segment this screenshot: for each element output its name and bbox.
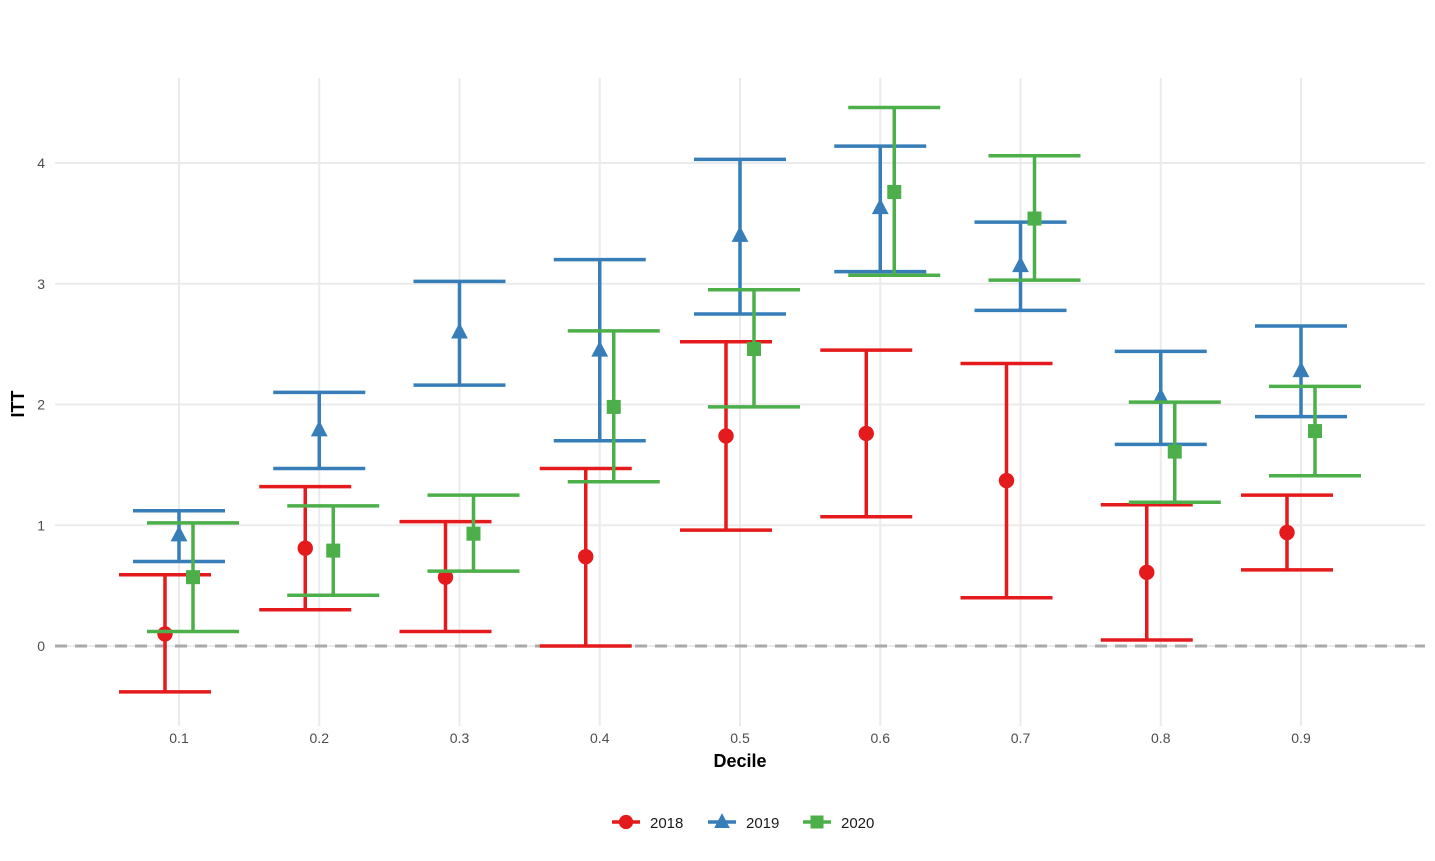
data-point bbox=[998, 472, 1015, 489]
y-tick-label: 0 bbox=[37, 638, 45, 654]
data-point bbox=[887, 184, 902, 199]
series-2019 bbox=[133, 144, 1347, 564]
data-point bbox=[451, 322, 468, 339]
x-tick-label: 0.3 bbox=[450, 730, 470, 746]
legend-label: 2019 bbox=[746, 815, 779, 832]
data-point bbox=[1308, 424, 1322, 439]
data-point bbox=[157, 626, 173, 642]
series-2020 bbox=[147, 105, 1361, 634]
x-tick-label: 0.2 bbox=[310, 730, 330, 746]
data-point bbox=[1292, 361, 1310, 378]
x-tick-label: 0.1 bbox=[169, 730, 189, 746]
legend-item-2019: 2019 bbox=[708, 813, 779, 832]
data-point bbox=[578, 548, 594, 565]
data-point bbox=[297, 540, 313, 556]
data-point bbox=[606, 399, 621, 414]
legend-item-2020: 2020 bbox=[803, 815, 874, 832]
legend-item-2018: 2018 bbox=[612, 814, 683, 832]
data-point bbox=[718, 428, 734, 444]
legend-label: 2020 bbox=[841, 815, 874, 832]
y-tick-label: 2 bbox=[37, 397, 45, 413]
series-group bbox=[119, 105, 1361, 694]
data-point bbox=[186, 570, 200, 585]
legend-marker bbox=[714, 813, 730, 829]
data-point bbox=[731, 225, 749, 242]
data-point bbox=[170, 525, 188, 542]
legend-marker bbox=[810, 815, 824, 829]
y-tick-label: 1 bbox=[37, 517, 45, 533]
y-axis-ticks: 0 1 2 3 4 bbox=[37, 155, 45, 654]
data-point bbox=[437, 569, 454, 585]
data-point bbox=[326, 543, 341, 558]
y-tick-label: 3 bbox=[37, 276, 45, 292]
data-point bbox=[1027, 211, 1042, 226]
x-axis-ticks: 0.1 0.2 0.3 0.4 0.5 0.6 0.7 0.8 0.9 bbox=[169, 730, 1311, 746]
x-axis-title: Decile bbox=[713, 751, 766, 771]
data-point bbox=[1012, 256, 1029, 273]
x-tick-label: 0.4 bbox=[590, 730, 610, 746]
data-point bbox=[591, 340, 609, 357]
x-tick-label: 0.7 bbox=[1011, 730, 1031, 746]
data-point bbox=[1139, 564, 1155, 581]
data-point bbox=[871, 198, 889, 215]
y-axis-title: ITT bbox=[8, 391, 28, 418]
data-point bbox=[1152, 387, 1170, 404]
data-point bbox=[466, 526, 481, 541]
x-tick-label: 0.9 bbox=[1291, 730, 1311, 746]
x-tick-label: 0.8 bbox=[1151, 730, 1171, 746]
data-point bbox=[858, 425, 874, 442]
legend-label: 2018 bbox=[650, 815, 683, 832]
x-tick-label: 0.5 bbox=[730, 730, 750, 746]
data-point bbox=[747, 341, 761, 356]
series-2018 bbox=[119, 339, 1333, 694]
x-tick-label: 0.6 bbox=[871, 730, 891, 746]
data-point bbox=[1167, 444, 1182, 459]
legend-marker bbox=[618, 814, 634, 830]
data-point bbox=[1279, 524, 1295, 541]
data-point bbox=[310, 420, 328, 437]
legend: 2018 2019 2020 bbox=[612, 813, 874, 832]
y-tick-label: 4 bbox=[37, 155, 45, 171]
